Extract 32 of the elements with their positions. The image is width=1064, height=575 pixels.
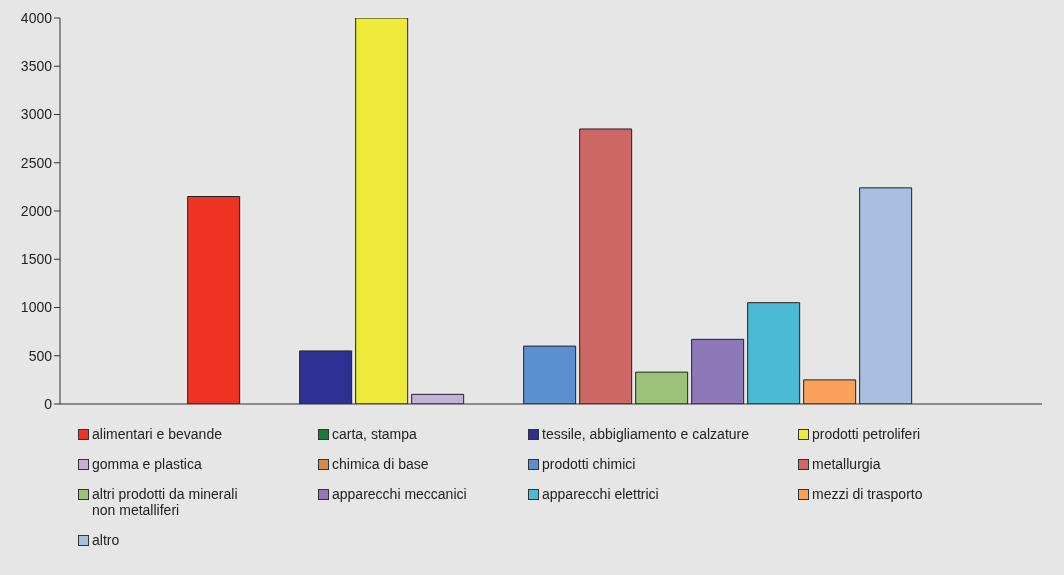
y-tick-label: 500 bbox=[28, 347, 53, 364]
bar bbox=[635, 371, 689, 404]
legend-label: alimentari e bevande bbox=[92, 426, 222, 442]
bar bbox=[747, 302, 801, 404]
legend-label: altro bbox=[92, 532, 120, 548]
y-tick-label: 2500 bbox=[20, 154, 53, 171]
legend-label: altri prodotti da minerali non metalliferi bbox=[92, 486, 239, 518]
legend-label: carta, stampa bbox=[332, 426, 417, 442]
bar bbox=[523, 345, 577, 404]
y-tick-label: 2000 bbox=[20, 202, 53, 219]
y-tick-label: 1000 bbox=[20, 299, 53, 316]
legend-label: apparecchi meccanici bbox=[332, 486, 467, 502]
y-tick-label: 4000 bbox=[20, 9, 53, 26]
legend-label: chimica di base bbox=[332, 456, 429, 472]
legend-label: mezzi di trasporto bbox=[812, 486, 923, 502]
bar bbox=[803, 379, 857, 404]
legend-label: apparecchi elettrici bbox=[542, 486, 659, 502]
y-tick-label: 0 bbox=[44, 395, 53, 412]
legend-label: tessile, abbigliamento e calzature bbox=[542, 426, 750, 442]
y-tick-label: 1500 bbox=[20, 251, 53, 268]
legend-label: gomma e plastica bbox=[92, 456, 202, 472]
bar bbox=[299, 350, 353, 404]
y-tick-label: 3500 bbox=[20, 58, 53, 75]
bar bbox=[859, 187, 913, 404]
bar bbox=[691, 338, 745, 404]
y-tick-label: 3000 bbox=[20, 106, 53, 123]
bar bbox=[355, 18, 409, 404]
legend-label: prodotti petroliferi bbox=[812, 426, 921, 442]
legend-label: metallurgia bbox=[812, 456, 881, 472]
legend-label: prodotti chimici bbox=[542, 456, 636, 472]
bar bbox=[579, 128, 633, 404]
bar bbox=[187, 196, 241, 404]
